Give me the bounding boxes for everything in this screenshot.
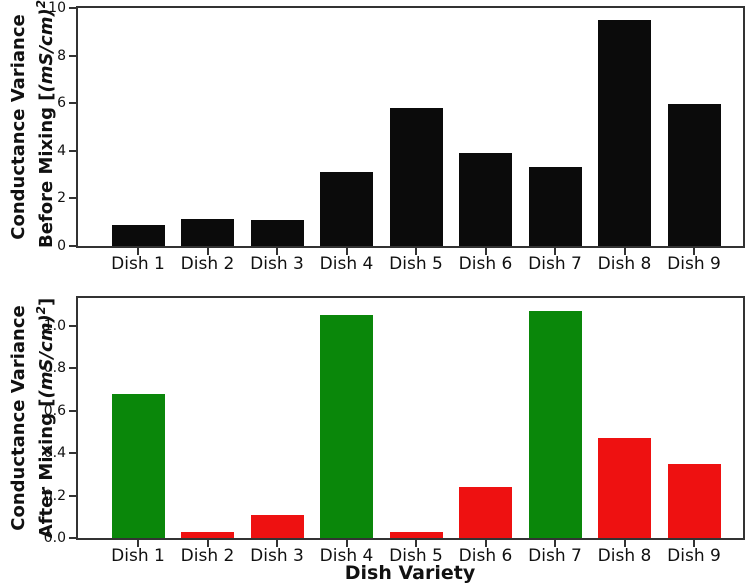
bar-dish-8-before	[598, 20, 651, 246]
bar-dish-6-before	[459, 153, 512, 246]
xtick-label-before-dish-2: Dish 2	[180, 254, 235, 274]
ylabel-after-mixing: Conductance Variance After Mixing [(mS/c…	[8, 296, 58, 540]
xtick-mark-after-4	[345, 540, 348, 547]
xtick-mark-before-8	[623, 248, 626, 255]
ytick-mark-before-0	[69, 245, 76, 247]
xtick-mark-after-9	[693, 540, 695, 547]
bar-dish-9-before	[667, 104, 721, 246]
xtick-mark-before-3	[276, 248, 278, 255]
bar-dish-4-before	[320, 172, 373, 246]
ytick-mark-before-10	[69, 7, 76, 9]
ytick-mark-after-1.0	[69, 324, 76, 327]
bar-dish-2-before	[181, 219, 234, 246]
bar-dish-4-after	[320, 315, 373, 538]
xtick-mark-after-6	[484, 540, 487, 547]
ylabel-before-line2: Before Mixing [(mS/cm)2]	[34, 0, 57, 248]
xtick-label-before-dish-6: Dish 6	[458, 254, 513, 274]
ytick-mark-before-8	[69, 54, 76, 57]
bar-dish-6-after	[459, 487, 512, 538]
bar-dish-2-after	[181, 532, 234, 538]
xtick-mark-before-1	[137, 248, 139, 255]
xtick-label-before-dish-3: Dish 3	[250, 254, 304, 274]
xtick-mark-before-7	[554, 248, 556, 255]
xtick-label-before-dish-1: Dish 1	[111, 254, 165, 274]
bar-dish-8-after	[598, 438, 651, 538]
xtick-mark-after-5	[415, 540, 417, 547]
ytick-mark-after-0.8	[69, 367, 76, 370]
xtick-label-after-dish-8: Dish 8	[597, 546, 652, 566]
xtick-mark-after-2	[206, 540, 209, 547]
bar-dish-3-after	[250, 515, 304, 538]
bar-dish-1-after	[111, 394, 165, 538]
ylabel-before-mixing: Conductance Variance Before Mixing [(mS/…	[8, 0, 58, 248]
bar-dish-7-before	[528, 167, 582, 246]
ytick-mark-after-0.4	[69, 452, 76, 455]
xtick-label-after-dish-2: Dish 2	[180, 546, 235, 566]
plot-box-after-mixing	[76, 296, 745, 540]
xtick-label-before-dish-7: Dish 7	[528, 254, 582, 274]
bar-dish-3-before	[250, 220, 304, 246]
xtick-label-after-dish-1: Dish 1	[111, 546, 165, 566]
xtick-label-before-dish-4: Dish 4	[319, 254, 374, 274]
ytick-mark-before-4	[69, 149, 76, 152]
ylabel-after-line2: After Mixing [(mS/cm)2]	[34, 297, 57, 539]
xtick-label-after-dish-9: Dish 9	[667, 546, 721, 566]
xtick-mark-before-4	[345, 248, 348, 255]
bar-dish-1-before	[111, 225, 165, 246]
xtick-label-before-dish-8: Dish 8	[597, 254, 652, 274]
xtick-mark-after-7	[554, 540, 556, 547]
ylabel-before-line1: Conductance Variance	[8, 14, 29, 240]
bar-dish-5-before	[389, 108, 443, 246]
bar-dish-7-after	[528, 311, 582, 538]
ytick-mark-after-0.0	[69, 537, 76, 539]
xlabel-dish-variety: Dish Variety	[344, 562, 476, 584]
bar-dish-5-after	[389, 532, 443, 538]
ytick-mark-after-0.6	[69, 409, 76, 412]
xtick-mark-after-1	[137, 540, 139, 547]
xtick-mark-before-5	[415, 248, 417, 255]
ylabel-after-line1: Conductance Variance	[8, 305, 29, 531]
xtick-mark-before-2	[206, 248, 209, 255]
plot-box-before-mixing	[76, 6, 745, 248]
ytick-mark-before-2	[69, 197, 76, 200]
bar-dish-9-after	[667, 464, 721, 538]
xtick-label-before-dish-5: Dish 5	[389, 254, 443, 274]
xtick-label-before-dish-9: Dish 9	[667, 254, 721, 274]
ytick-mark-after-0.2	[69, 494, 76, 497]
xtick-mark-after-8	[623, 540, 626, 547]
xtick-mark-before-6	[484, 248, 487, 255]
ytick-mark-before-6	[69, 102, 76, 105]
xtick-mark-before-9	[693, 248, 695, 255]
xtick-mark-after-3	[276, 540, 278, 547]
